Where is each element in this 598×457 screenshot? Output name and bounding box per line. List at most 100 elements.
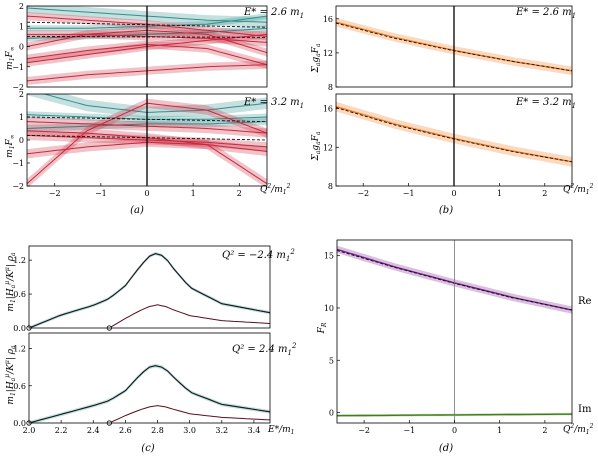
band-c-top-0 <box>29 251 270 328</box>
ytick-label-a-top: −2 <box>12 83 24 92</box>
xtick-label-d: 1 <box>497 426 502 435</box>
ytick-label-d: 15 <box>324 252 334 261</box>
ytick-label-d: 10 <box>324 304 334 313</box>
chart-c-top: 0.0 0.6 1.2 <box>13 245 271 333</box>
xlabel-c: E*/m1 <box>267 425 294 436</box>
ylabel-a-bottom: m1F∞ <box>5 134 16 158</box>
annotation-c-top: Q² = −2.4 m12 <box>222 248 295 263</box>
xtick-label-d: 2 <box>542 426 547 435</box>
plot-area-c-top <box>29 251 270 328</box>
xtick-label-c-bottom: 2.0 <box>23 426 36 435</box>
ytick-label-a-top: −1 <box>12 63 24 72</box>
annotation-a-bottom: E* = 3.2 m1 <box>243 97 304 110</box>
ytick-label-c-bottom: 0.6 <box>13 382 26 391</box>
ytick-label-c-bottom: 0.0 <box>13 419 26 428</box>
xtick-label-a-bottom: 1 <box>191 189 196 198</box>
xtick-label-c-bottom: 3.4 <box>248 426 261 435</box>
ytick-label-a-bottom: 0 <box>19 136 24 145</box>
xtick-label-d: −2 <box>358 426 370 435</box>
xtick-label-c-bottom: 2.2 <box>55 426 68 435</box>
panel-label-c: (c) <box>141 443 155 454</box>
xtick-label-b-bottom: 2 <box>542 189 547 198</box>
xtick-label-c-bottom: 2.6 <box>119 426 132 435</box>
ylabel-b-top: ΣagaFa <box>311 43 322 74</box>
panel-label-d: (d) <box>439 443 453 454</box>
annotation-c-bottom: Q² = 2.4 m12 <box>232 342 297 357</box>
xtick-label-c-bottom: 3.2 <box>215 426 228 435</box>
ytick-label-b-top: 8 <box>328 83 333 92</box>
ytick-label-a-top: 0 <box>19 43 24 52</box>
xtick-label-c-bottom: 2.4 <box>87 426 100 435</box>
frame-c-bottom <box>28 332 271 424</box>
ytick-label-c-bottom: 1.2 <box>13 345 26 354</box>
plot-area-c-bottom <box>29 363 270 423</box>
ylabel-d: FR <box>317 322 328 334</box>
band-a-top-7 <box>27 26 267 57</box>
ytick-label-a-bottom: −1 <box>12 159 24 168</box>
panel-label-b: (b) <box>439 205 453 216</box>
ylabel-b-bottom: ΣagaFa <box>311 131 322 162</box>
xtick-label-c-bottom: 2.8 <box>151 426 164 435</box>
ytick-label-a-bottom: 1 <box>19 113 24 122</box>
chart-b-top: 8 12 16 <box>323 5 573 92</box>
ytick-label-b-bottom: 16 <box>323 105 333 114</box>
ytick-label-d: 0 <box>329 409 334 418</box>
panel-label-a: (a) <box>130 205 144 216</box>
xtick-label-c-bottom: 3.0 <box>183 426 196 435</box>
annotation-b-bottom: E* = 3.2 m1 <box>515 97 576 110</box>
band-a-bottom-6 <box>27 137 267 159</box>
chart-a-top: −2 −1 0 1 2 <box>12 2 268 92</box>
chart-a-bottom: −2 −1 0 1 2 −2 −1 0 1 2 <box>12 90 268 198</box>
ylabel-a-top: m1F∞ <box>5 46 16 70</box>
band-a-top-6 <box>27 40 267 69</box>
xlabel-a: Q2/m12 <box>260 183 291 196</box>
ytick-label-b-top: 16 <box>323 15 333 24</box>
ytick-label-c-top: 0.0 <box>13 324 26 333</box>
ytick-label-d: 5 <box>329 356 334 365</box>
line-c-top-overlay <box>29 253 270 328</box>
ylabel-c-bottom: m1|Haμ/Kμ| ρa <box>4 345 17 405</box>
ytick-label-b-bottom: 8 <box>328 182 333 191</box>
xtick-label-a-bottom: 0 <box>144 189 149 198</box>
band-a-bottom-3 <box>27 98 267 186</box>
line-c-top-1 <box>109 304 270 328</box>
ylabel-c-top: m1|Haμ/Kμ| ρa <box>4 252 17 312</box>
ytick-label-c-top: 1.2 <box>13 256 26 265</box>
xtick-label-d: 0 <box>452 426 457 435</box>
ytick-label-c-top: 0.6 <box>13 290 26 299</box>
series-label-im: Im <box>578 404 592 415</box>
band-a-top-1 <box>27 13 267 32</box>
annotation-a-top: E* = 2.6 m1 <box>243 7 304 20</box>
xtick-label-b-bottom: 0 <box>451 189 456 198</box>
xtick-label-a-bottom: −2 <box>49 189 61 198</box>
frame-b-top <box>335 5 573 88</box>
frame-c-top <box>28 245 271 329</box>
ytick-label-b-bottom: 12 <box>323 143 333 152</box>
ytick-label-a-bottom: −2 <box>12 182 24 191</box>
ytick-label-a-bottom: 2 <box>19 90 24 99</box>
annotation-b-top: E* = 2.6 m1 <box>515 7 576 20</box>
xtick-label-b-bottom: −1 <box>403 189 415 198</box>
ytick-label-a-top: 2 <box>19 2 24 11</box>
xtick-label-b-bottom: −2 <box>357 189 369 198</box>
band-a-bottom-7 <box>27 126 267 186</box>
chart-c-bottom: 0.0 0.6 1.2 2.0 2.2 2.4 2.6 2.8 3.0 3.2 3.4 <box>13 332 271 435</box>
band-c-bottom-0 <box>29 363 270 423</box>
xlabel-d: Q2/m12 <box>563 423 594 436</box>
line-c-bottom-1 <box>109 405 270 423</box>
band-a-bottom-0 <box>27 94 267 119</box>
line-c-bottom-overlay <box>29 365 270 423</box>
ytick-label-b-top: 12 <box>323 49 333 58</box>
series-label-re: Re <box>578 296 592 307</box>
ytick-label-a-top: 1 <box>19 22 24 31</box>
xtick-label-a-bottom: −1 <box>95 189 107 198</box>
chart-d: 0 5 10 15 −2 −1 0 1 2 <box>324 239 573 435</box>
line-c-top-0 <box>29 253 270 328</box>
xlabel-b: Q2/m12 <box>563 183 594 196</box>
xtick-label-d: −1 <box>403 426 415 435</box>
xtick-label-a-bottom: 2 <box>237 189 242 198</box>
xtick-label-b-bottom: 1 <box>497 189 502 198</box>
